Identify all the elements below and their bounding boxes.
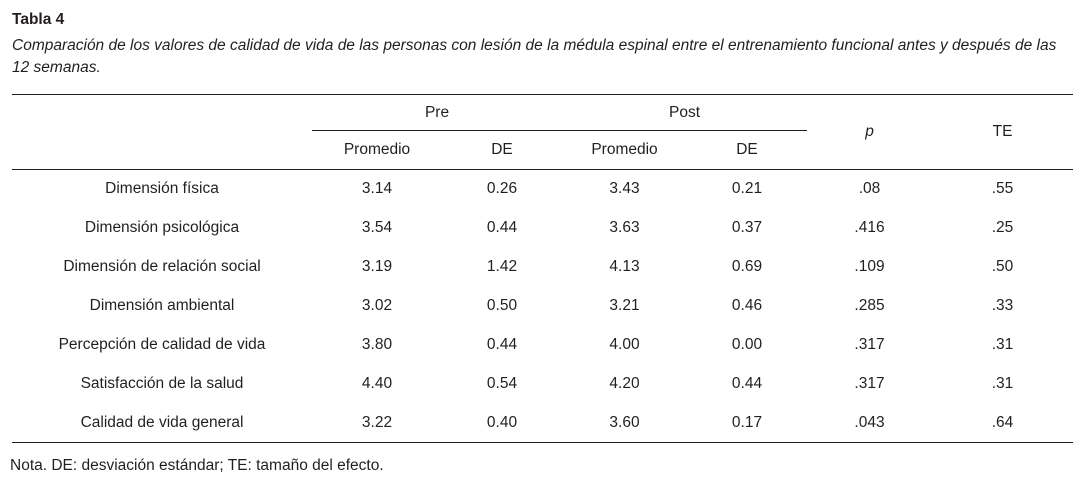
table-row: Percepción de calidad de vida 3.80 0.44 … xyxy=(12,326,1073,365)
pre-promedio-cell: 3.14 xyxy=(361,180,393,198)
post-promedio-cell: 3.43 xyxy=(609,180,640,198)
pre-promedio-cell: 3.80 xyxy=(361,336,393,353)
pre-de-cell: 0.44 xyxy=(486,219,518,236)
p-value-cell: .285 xyxy=(854,297,885,314)
stub-cell xyxy=(12,94,312,170)
table-row: Dimensión psicológica 3.54 0.44 3.63 0.3… xyxy=(12,209,1073,248)
post-de-cell: 0.46 xyxy=(731,297,763,314)
row-label-cell: Dimensión de relación social xyxy=(63,258,261,275)
post-promedio-cell: 4.20 xyxy=(609,375,640,392)
pre-promedio-cell: 3.02 xyxy=(361,297,393,314)
post-promedio-cell: 3.63 xyxy=(609,219,640,236)
row-label-cell: Calidad de vida general xyxy=(80,413,244,431)
post-promedio-cell: 4.00 xyxy=(609,336,640,353)
table-row: Satisfacción de la salud 4.40 0.54 4.20 … xyxy=(12,365,1073,404)
row-label-cell: Percepción de calidad de vida xyxy=(58,336,266,353)
post-de-cell: 0.44 xyxy=(731,375,763,392)
post-de-cell: 0.21 xyxy=(731,180,763,198)
pre-de-cell: 0.26 xyxy=(486,180,518,198)
post-de-cell: 0.69 xyxy=(731,258,763,275)
post-de-cell: 0.17 xyxy=(731,413,763,431)
p-value-cell: .109 xyxy=(854,258,885,275)
row-label-cell: Dimensión ambiental xyxy=(89,297,235,314)
table-note: Nota. DE: desviación estándar; TE: tamañ… xyxy=(10,457,384,474)
column-header-p: p xyxy=(807,94,933,170)
effect-size-cell: .31 xyxy=(991,375,1014,392)
p-value-cell: .317 xyxy=(854,336,885,353)
effect-size-cell: .64 xyxy=(991,413,1014,431)
pre-promedio-cell: 3.22 xyxy=(361,413,393,431)
p-value-cell: .08 xyxy=(858,180,881,198)
table-title: Tabla 4 xyxy=(12,11,65,28)
p-value-cell: .416 xyxy=(854,219,885,236)
pre-promedio-cell: 3.54 xyxy=(361,219,393,236)
p-value-cell: .043 xyxy=(854,413,885,431)
header-group-row: Pre Post p TE xyxy=(12,94,1074,170)
column-header-pre-promedio: Promedio xyxy=(312,130,442,170)
effect-size-cell: .33 xyxy=(991,297,1014,314)
post-de-cell: 0.00 xyxy=(731,336,763,353)
table-row: Calidad de vida general 3.22 0.40 3.60 0… xyxy=(12,404,1073,443)
effect-size-cell: .25 xyxy=(991,219,1014,236)
post-de-cell: 0.37 xyxy=(731,219,763,236)
column-header-post-promedio: Promedio xyxy=(562,130,687,170)
row-label-cell: Satisfacción de la salud xyxy=(80,375,244,392)
table-row: Dimensión física 3.14 0.26 3.43 0.21 .08… xyxy=(12,170,1073,209)
column-header-post-de: DE xyxy=(687,130,808,170)
effect-size-cell: .31 xyxy=(991,336,1014,353)
quality-of-life-table: Pre Post p TE Promedio DE Promedio DE Di… xyxy=(12,94,1074,443)
row-label-cell: Dimensión física xyxy=(105,180,219,198)
table-subtitle: Comparación de los valores de calidad de… xyxy=(12,37,1057,76)
row-label-cell: Dimensión psicológica xyxy=(84,219,240,236)
post-promedio-cell: 4.13 xyxy=(609,258,640,275)
pre-de-cell: 0.50 xyxy=(486,297,518,314)
group-header-pre: Pre xyxy=(312,94,562,131)
effect-size-cell: .55 xyxy=(991,180,1014,198)
pre-promedio-cell: 4.40 xyxy=(361,375,393,392)
pre-de-cell: 0.54 xyxy=(486,375,518,392)
pre-de-cell: 1.42 xyxy=(486,258,518,275)
table-row: Dimensión ambiental 3.02 0.50 3.21 0.46 … xyxy=(12,287,1073,326)
header-sub-row: Promedio DE Promedio DE xyxy=(12,130,1073,170)
table-row: Dimensión de relación social 3.19 1.42 4… xyxy=(12,248,1073,287)
p-value-cell: .317 xyxy=(854,375,885,392)
group-header-post: Post xyxy=(562,94,808,131)
effect-size-cell: .50 xyxy=(991,258,1014,275)
pre-de-cell: 0.40 xyxy=(486,413,518,431)
column-header-pre-de: DE xyxy=(442,130,562,170)
column-header-te: TE xyxy=(932,94,1074,170)
pre-de-cell: 0.44 xyxy=(486,336,518,353)
pre-promedio-cell: 3.19 xyxy=(361,258,393,275)
post-promedio-cell: 3.60 xyxy=(609,413,640,431)
post-promedio-cell: 3.21 xyxy=(609,297,640,314)
